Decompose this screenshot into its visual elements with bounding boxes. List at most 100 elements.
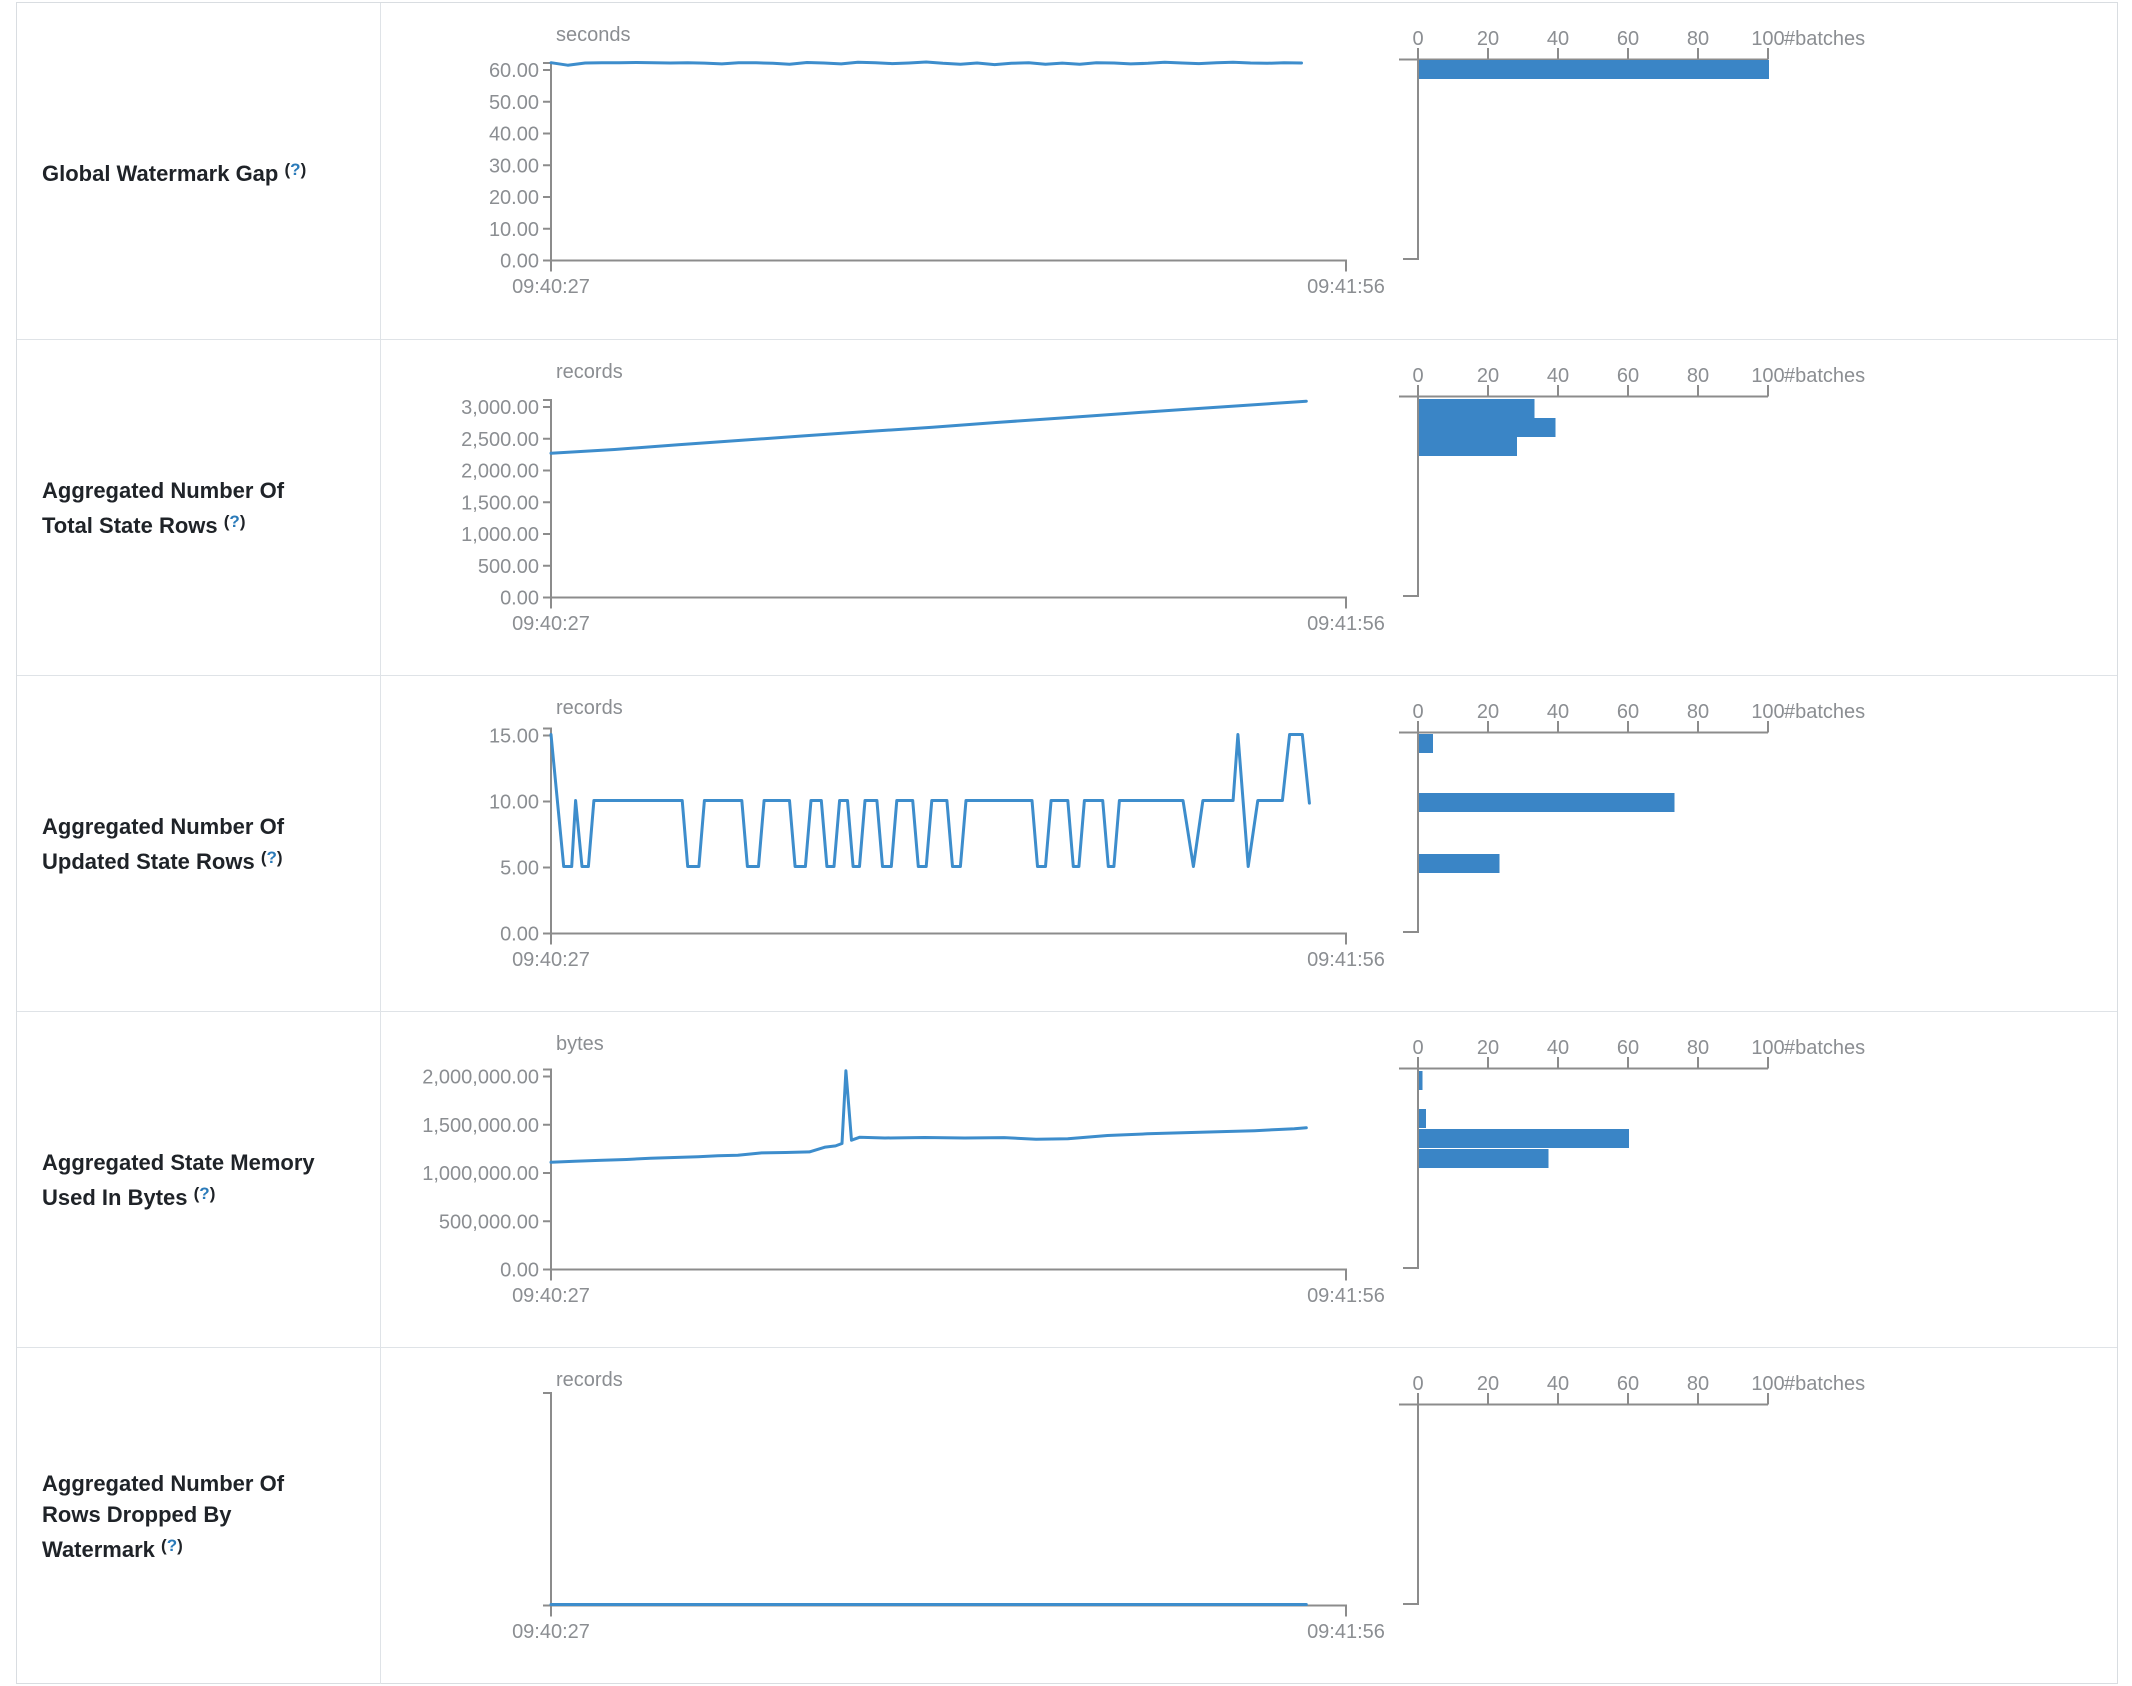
y-axis-tick-label: 40.00	[489, 124, 539, 146]
streaming-statistics-table: Global Watermark Gap (?) seconds 60.00 50.0…	[16, 2, 2118, 1684]
y-axis-tick-label: 0.00	[500, 251, 539, 273]
y-axis-tick-label: 1,500.00	[461, 492, 539, 514]
histogram-axis-tick-label: 0	[1412, 365, 1423, 387]
histogram-axis-tick-label: 40	[1547, 1373, 1569, 1395]
y-axis-line	[543, 399, 552, 598]
metric-name: Aggregated State Memory Used In Bytes	[42, 1150, 315, 1210]
metric-label: Aggregated State Memory Used In Bytes (?…	[17, 1147, 322, 1213]
histogram-bar	[1419, 793, 1675, 812]
x-axis-end-time: 09:41:56	[1307, 1285, 1385, 1307]
y-axis-tick-label: 10.00	[489, 219, 539, 241]
help-tooltip-marker[interactable]: (?)	[223, 512, 246, 531]
y-axis-line	[543, 1392, 552, 1606]
metric-row: Aggregated Number Of Rows Dropped By Wat…	[17, 1347, 2117, 1684]
histogram-chart: 0 20 40 60 80 100 #batches	[1399, 28, 1865, 260]
histogram-axis-tick-label: 100	[1751, 28, 1784, 50]
x-axis-end-time: 09:41:56	[1307, 1621, 1385, 1643]
histogram-unit-label: #batches	[1784, 701, 1865, 723]
histogram-chart: 0 20 40 60 80 100 #batches	[1399, 701, 1865, 933]
histogram-axis-tick-label: 40	[1547, 1037, 1569, 1059]
metric-name: Aggregated Number Of Updated State Rows	[42, 814, 285, 874]
histogram-bar	[1419, 734, 1433, 753]
histogram-axis-tick-label: 80	[1687, 28, 1709, 50]
histogram-y-axis-line	[1403, 732, 1419, 933]
histogram-axis-tick-label: 40	[1547, 701, 1569, 723]
histogram-axis-tick-label: 80	[1687, 365, 1709, 387]
histogram-axis-tick-label: 80	[1687, 1373, 1709, 1395]
metric-label-cell: Aggregated Number Of Updated State Rows …	[17, 676, 381, 1012]
timeline-unit-label: bytes	[556, 1033, 604, 1055]
histogram-unit-label: #batches	[1784, 28, 1865, 50]
histogram-axis-tick-label: 100	[1751, 1037, 1784, 1059]
x-axis-line	[550, 1604, 1347, 1617]
y-axis-tick-label: 3,000.00	[461, 397, 539, 419]
histogram-y-axis-line	[1403, 396, 1419, 597]
y-axis-tick-label: 15.00	[489, 726, 539, 748]
x-axis-end-time: 09:41:56	[1307, 613, 1385, 635]
help-tooltip-marker[interactable]: (?)	[161, 1535, 183, 1555]
histogram-chart: 0 20 40 60 80 100 #batches	[1399, 1373, 1865, 1605]
y-axis-tick-label: 0.00	[500, 588, 539, 610]
histogram-axis-tick-label: 0	[1412, 1037, 1423, 1059]
histogram-y-axis-line	[1403, 59, 1419, 260]
metric-label-cell: Aggregated State Memory Used In Bytes (?…	[17, 1012, 381, 1348]
y-axis-tick-label: 30.00	[489, 155, 539, 177]
metric-name: Aggregated Number Of Rows Dropped By Wat…	[42, 1470, 285, 1562]
y-axis-tick-label: 500,000.00	[439, 1211, 539, 1233]
histogram-axis-tick-label: 40	[1547, 28, 1569, 50]
y-axis-tick-label: 20.00	[489, 187, 539, 209]
histogram-axis-tick-label: 100	[1751, 1373, 1784, 1395]
y-axis-line	[543, 1068, 552, 1270]
timeline-chart: records 09:40:27 09:41:56	[512, 1369, 1385, 1643]
histogram-bar	[1419, 418, 1556, 437]
metric-label-cell: Aggregated Number Of Rows Dropped By Wat…	[17, 1348, 381, 1684]
timeline-chart: records 3,000.00 2,500.00 2,000.00 1,500.00 1…	[461, 361, 1385, 635]
histogram-chart: 0 20 40 60 80 100 #batches	[1399, 365, 1865, 597]
metric-row: Aggregated Number Of Updated State Rows …	[17, 675, 2117, 1012]
y-axis-tick-label: 10.00	[489, 792, 539, 814]
y-axis-tick-label: 1,000.00	[461, 524, 539, 546]
histogram-axis-tick-label: 60	[1617, 701, 1639, 723]
x-axis-line	[550, 259, 1347, 272]
histogram-y-axis-line	[1403, 1068, 1419, 1269]
histogram-axis-tick-label: 100	[1751, 365, 1784, 387]
histogram-axis-tick-label: 0	[1412, 28, 1423, 50]
x-axis-line	[550, 1268, 1347, 1281]
metric-charts: records 15.00 10.00 5.00 0.00 09:40:27 09:41:5…	[489, 697, 1865, 971]
y-axis-tick-label: 5.00	[500, 858, 539, 880]
metric-charts: records 3,000.00 2,500.00 2,000.00 1,500.00 1…	[461, 361, 1865, 635]
metric-label: Global Watermark Gap (?)	[17, 154, 322, 189]
metric-charts: records 09:40:27 09:41:56 0 20 40 60 80 100 #batc…	[512, 1369, 1865, 1643]
timeline-unit-label: records	[556, 361, 623, 383]
timeline-line	[549, 60, 1303, 67]
x-axis-line	[550, 596, 1347, 609]
y-axis-tick-label: 50.00	[489, 92, 539, 114]
histogram-axis-tick-label: 60	[1617, 1373, 1639, 1395]
help-tooltip-marker[interactable]: (?)	[193, 1184, 216, 1203]
histogram-bar	[1419, 1071, 1423, 1090]
timeline-line	[549, 1069, 1308, 1164]
metric-row: Aggregated Number Of Total State Rows (?…	[17, 339, 2117, 676]
histogram-bar	[1419, 437, 1517, 456]
x-axis-line	[550, 932, 1347, 945]
y-axis-tick-label: 2,500.00	[461, 429, 539, 451]
histogram-axis-tick-label: 20	[1477, 1373, 1499, 1395]
metric-label-cell: Global Watermark Gap (?)	[17, 3, 381, 339]
metric-label: Aggregated Number Of Total State Rows (?…	[17, 475, 322, 541]
help-tooltip-marker[interactable]: (?)	[284, 159, 307, 179]
x-axis-start-time: 09:40:27	[512, 949, 590, 971]
y-axis-tick-label: 0.00	[500, 924, 539, 946]
histogram-unit-label: #batches	[1784, 1373, 1865, 1395]
histogram-chart: 0 20 40 60 80 100 #batches	[1399, 1037, 1865, 1269]
histogram-axis-tick-label: 60	[1617, 28, 1639, 50]
metric-row: Global Watermark Gap (?) seconds 60.00 50.0…	[17, 3, 2117, 339]
histogram-unit-label: #batches	[1784, 365, 1865, 387]
timeline-chart: records 15.00 10.00 5.00 0.00 09:40:27 09:41:5…	[489, 697, 1385, 971]
timeline-unit-label: records	[556, 697, 623, 719]
histogram-axis-tick-label: 60	[1617, 365, 1639, 387]
histogram-bar	[1419, 1109, 1426, 1128]
x-axis-start-time: 09:40:27	[512, 1285, 590, 1307]
histogram-axis-tick-label: 80	[1687, 1037, 1709, 1059]
timeline-unit-label: seconds	[556, 24, 631, 46]
help-tooltip-marker[interactable]: (?)	[260, 848, 283, 867]
